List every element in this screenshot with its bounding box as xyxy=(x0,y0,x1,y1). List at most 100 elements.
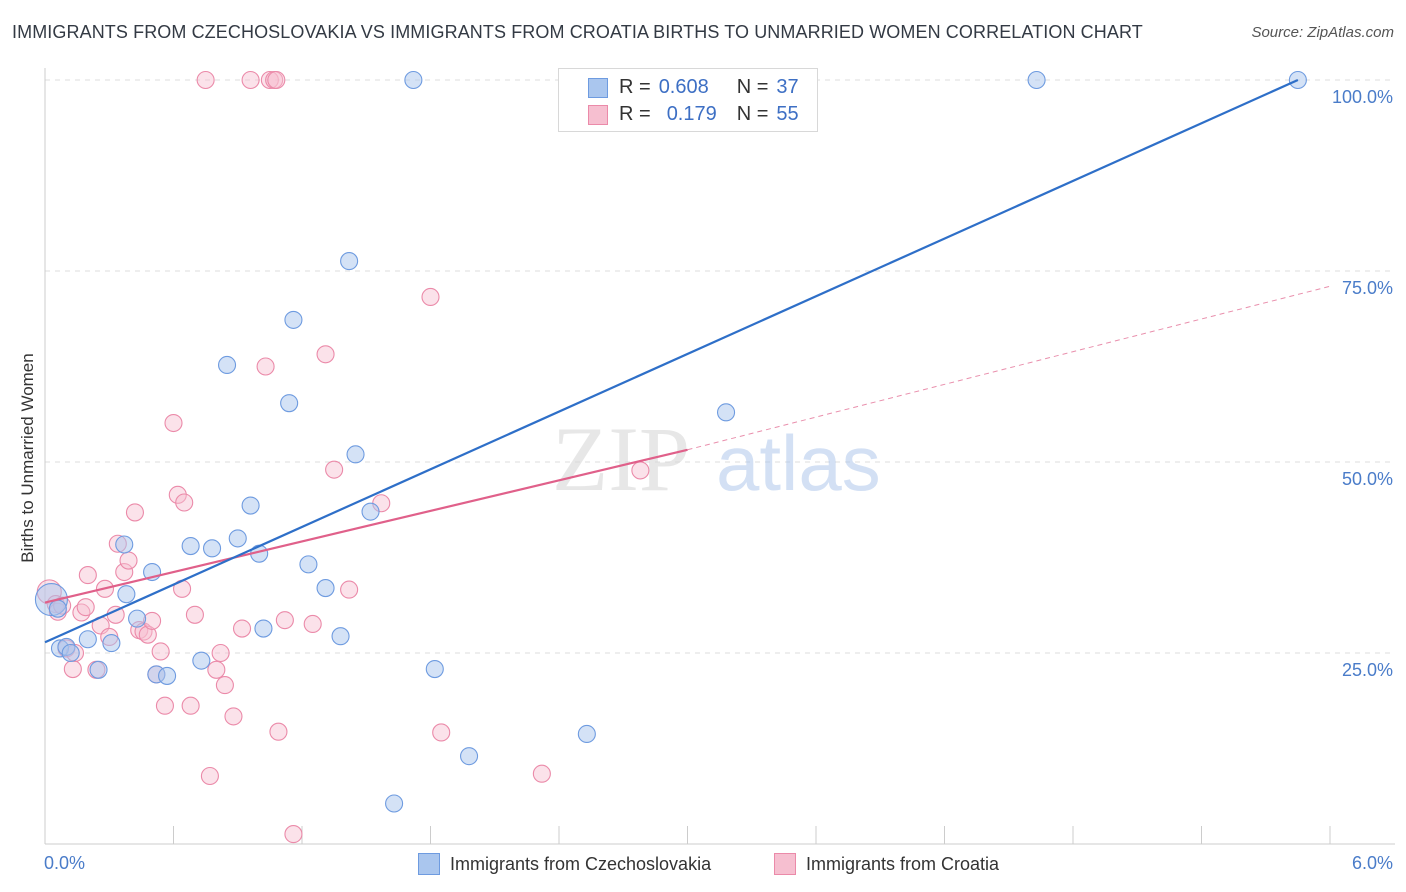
czechoslovakia-point xyxy=(1027,70,1046,90)
grid-layer xyxy=(45,79,1395,654)
bottom-legend-croatia: Immigrants from Croatia xyxy=(774,851,999,877)
chart-title: IMMIGRANTS FROM CZECHOSLOVAKIA VS IMMIGR… xyxy=(12,22,1143,42)
czechoslovakia-point xyxy=(425,659,444,679)
czechoslovakia-point xyxy=(102,634,121,653)
source-credit: Source: ZipAtlas.com xyxy=(1251,24,1394,41)
croatia-point xyxy=(269,722,288,741)
croatia-point xyxy=(256,357,275,376)
croatia-point xyxy=(63,659,82,679)
czechoslovakia-point xyxy=(577,724,596,744)
czechoslovakia-point xyxy=(331,627,350,646)
croatia-point xyxy=(284,825,303,844)
croatia-point xyxy=(215,676,234,695)
bottom-legend-swatch-czechoslovakia xyxy=(418,853,440,875)
tick-labels: 25.0% 50.0% 75.0% 100.0% 0.0% 6.0% xyxy=(44,87,1393,873)
croatia-trend-line xyxy=(44,448,688,604)
croatia-point xyxy=(303,614,322,634)
czechoslovakia-point xyxy=(316,579,335,598)
czechoslovakia-point xyxy=(181,536,200,556)
czechoslovakia-point xyxy=(280,394,299,413)
y-tick-label: 50.0% xyxy=(1342,469,1393,489)
axes-layer xyxy=(44,68,1395,845)
legend-swatch-croatia xyxy=(588,105,608,125)
croatia-point xyxy=(421,287,440,307)
croatia-point xyxy=(151,642,170,661)
czechoslovakia-point xyxy=(61,643,80,663)
croatia-point xyxy=(224,707,243,726)
legend-row-czechoslovakia: R = 0.608 N = 37 xyxy=(619,73,799,101)
croatia-point xyxy=(340,580,359,599)
croatia-point xyxy=(164,413,183,433)
croatia-point xyxy=(232,619,252,638)
czechoslovakia-point xyxy=(192,651,211,670)
x-tick-label: 6.0% xyxy=(1352,853,1393,873)
croatia-point xyxy=(119,551,138,570)
croatia-point xyxy=(211,643,230,663)
croatia-point xyxy=(432,723,451,742)
legend-n-value: 55 xyxy=(776,102,799,125)
bottom-legend-swatch-croatia xyxy=(774,853,796,875)
czechoslovakia-point xyxy=(228,529,247,548)
bottom-legend-label-czechoslovakia: Immigrants from Czechoslovakia xyxy=(450,853,712,874)
croatia-point xyxy=(267,70,286,90)
bottom-legend-label-croatia: Immigrants from Croatia xyxy=(806,853,1000,874)
czechoslovakia-point xyxy=(299,555,318,574)
czechoslovakia-point xyxy=(89,660,108,679)
czechoslovakia-point xyxy=(128,609,147,628)
czechoslovakia-point xyxy=(158,666,177,685)
legend-r-value: 0.608 xyxy=(658,75,709,98)
croatia-point xyxy=(125,503,144,522)
croatia-point xyxy=(631,461,650,480)
y-tick-label: 75.0% xyxy=(1342,278,1393,298)
croatia-point xyxy=(155,696,174,715)
czechoslovakia-point xyxy=(115,535,134,554)
bottom-legend-czechoslovakia: Immigrants from Czechoslovakia xyxy=(418,851,711,877)
legend-n-label: N = xyxy=(736,75,769,98)
croatia-trend-extension xyxy=(687,285,1331,451)
czechoslovakia-point xyxy=(716,403,736,422)
croatia-point xyxy=(316,345,335,364)
correlation-legend: R = 0.608 N = 37 R = 0.179 N = 55 xyxy=(558,68,818,132)
croatia-point xyxy=(185,605,204,624)
croatia-point xyxy=(168,485,187,504)
croatia-point xyxy=(78,566,97,585)
czechoslovakia-point xyxy=(203,539,222,558)
czechoslovakia-point xyxy=(241,496,260,515)
croatia-point xyxy=(115,562,134,582)
czechoslovakia-trend-line xyxy=(44,78,1299,644)
czechoslovakia-point xyxy=(346,445,365,464)
croatia-point xyxy=(275,611,294,630)
czechoslovakia-point xyxy=(254,619,273,638)
watermark-zip: ZIP xyxy=(552,408,690,510)
czechoslovakia-point xyxy=(404,70,423,90)
czechoslovakia-point xyxy=(48,599,67,618)
czechoslovakia-point xyxy=(361,502,380,521)
legend-n-value: 37 xyxy=(776,75,799,98)
trend-lines xyxy=(44,78,1331,644)
croatia-point xyxy=(200,766,219,786)
croatia-point xyxy=(532,764,551,783)
legend-swatch-czechoslovakia xyxy=(588,78,608,98)
y-tick-label: 100.0% xyxy=(1332,87,1393,107)
croatia-point xyxy=(76,598,95,617)
croatia-point xyxy=(207,660,226,679)
legend-r-value: 0.179 xyxy=(666,102,717,125)
legend-n-label: N = xyxy=(736,102,769,125)
croatia-point xyxy=(260,70,279,90)
croatia-point xyxy=(325,460,344,479)
croatia-point xyxy=(241,70,260,90)
legend-r-label: R = xyxy=(619,102,651,125)
czechoslovakia-point xyxy=(78,630,97,649)
croatia-point xyxy=(138,625,157,644)
czechoslovakia-point xyxy=(385,794,404,813)
czechoslovakia-point xyxy=(459,747,479,766)
legend-row-croatia: R = 0.179 N = 55 xyxy=(619,100,799,128)
legend-r-label: R = xyxy=(619,75,651,98)
croatia-point xyxy=(181,696,200,715)
czechoslovakia-point xyxy=(217,355,237,375)
croatia-point xyxy=(175,493,194,512)
watermark-atlas: atlas xyxy=(716,419,881,507)
x-tick-label: 0.0% xyxy=(44,853,85,873)
czechoslovakia-points xyxy=(34,70,1307,813)
